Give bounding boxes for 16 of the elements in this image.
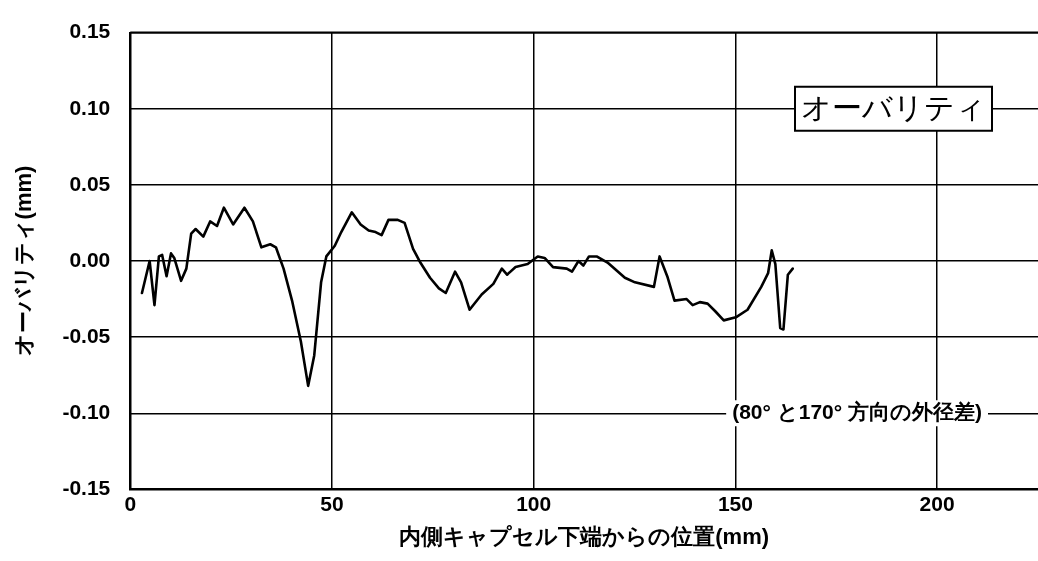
y-tick-label: 0.10: [69, 95, 111, 119]
annotation: (80° と170° 方向の外径差): [732, 400, 983, 424]
x-tick-label: 150: [717, 491, 753, 515]
y-tick-label: -0.05: [62, 323, 111, 347]
y-tick-label: -0.15: [62, 476, 111, 500]
y-tick-label: 0.00: [69, 247, 111, 271]
y-tick-label: 0.15: [69, 19, 111, 43]
x-tick-label: 200: [919, 491, 955, 515]
y-tick-label: 0.05: [69, 171, 111, 195]
y-axis-title: オーバリティ(mm): [11, 165, 37, 357]
y-tick-label: -0.10: [62, 400, 111, 424]
x-tick-label: 0: [124, 491, 137, 515]
x-tick-label: 50: [320, 491, 344, 515]
x-axis-title: 内側キャプセル下端からの位置(mm): [399, 523, 770, 549]
x-tick-label: 100: [516, 491, 552, 515]
annotation: オーバリティ: [801, 91, 986, 124]
